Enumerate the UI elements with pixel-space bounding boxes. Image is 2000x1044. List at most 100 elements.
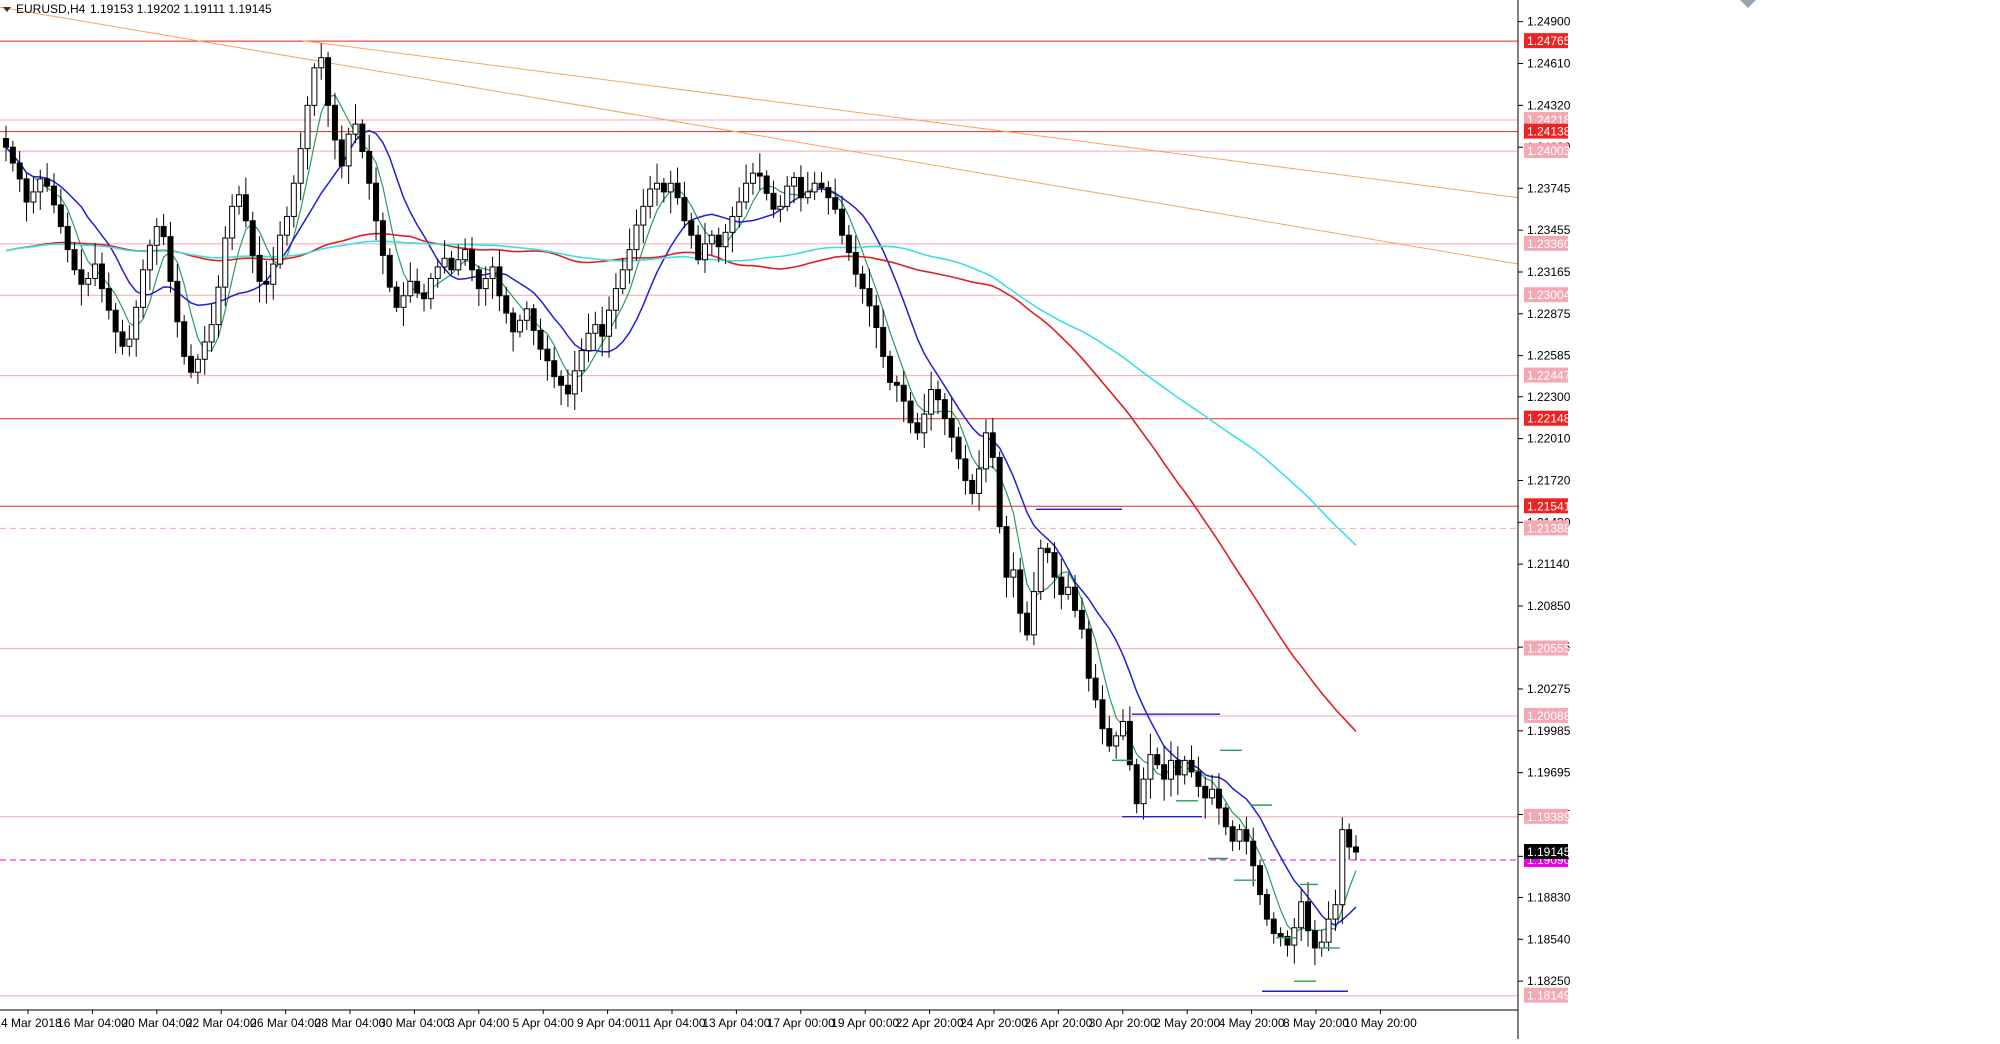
candle-bear	[715, 234, 722, 248]
candle-bear	[1250, 840, 1257, 867]
candle-bull	[146, 244, 153, 271]
chart-shift-marker-icon[interactable]	[1740, 0, 1756, 8]
candle-bear	[167, 236, 174, 282]
candle-bear	[1229, 826, 1236, 842]
candle-bull	[606, 309, 613, 337]
x-tick-label: 3 Apr 04:00	[448, 1016, 510, 1030]
candle-bull	[215, 286, 222, 326]
candle-bull	[400, 295, 407, 308]
candle-bull	[928, 389, 935, 415]
x-tick-label: 22 Mar 04:00	[186, 1016, 257, 1030]
candles	[3, 43, 1359, 966]
y-tick-label: 1.23165	[1527, 265, 1571, 279]
candle-bull	[1113, 735, 1120, 747]
candle-bull	[407, 280, 414, 297]
candle-bear	[105, 288, 112, 311]
candle-bear	[386, 254, 393, 288]
candle-bear	[852, 252, 859, 275]
candle-bear	[660, 182, 667, 193]
candle-bear	[359, 123, 366, 153]
candle-bear	[16, 162, 23, 180]
candle-bull	[1010, 569, 1017, 578]
candle-bear	[996, 456, 1003, 528]
candle-bear	[64, 226, 71, 251]
x-tick-label: 19 Apr 00:00	[831, 1016, 899, 1030]
candle-bull	[222, 237, 229, 288]
candle-bull	[640, 205, 647, 226]
candle-bear	[181, 321, 188, 357]
x-tick-label: 28 Mar 04:00	[315, 1016, 386, 1030]
candle-bear	[839, 208, 846, 236]
level-label-box	[1524, 410, 1568, 426]
candle-bear	[1133, 764, 1140, 805]
candle-bull	[811, 182, 818, 193]
current-price-label: 1.19145	[1527, 845, 1571, 859]
candle-bull	[304, 104, 311, 150]
candle-bear	[1078, 609, 1085, 630]
x-tick-label: 9 Apr 04:00	[577, 1016, 639, 1030]
candle-bear	[948, 417, 955, 438]
candle-bear	[962, 458, 969, 481]
price-axis: 1.249001.246101.243201.240301.237451.234…	[1518, 15, 1571, 1003]
candle-bear	[503, 295, 510, 314]
y-tick-label: 1.24900	[1527, 15, 1571, 29]
candle-bull	[982, 432, 989, 470]
candle-bear	[934, 389, 941, 401]
candle-bear	[57, 204, 64, 228]
candle-bull	[126, 338, 133, 347]
level-label: 1.23004	[1527, 288, 1571, 302]
candle-bear	[448, 257, 455, 271]
candle-bear	[78, 269, 85, 285]
level-label-box	[1524, 520, 1568, 536]
candle-bear	[1154, 754, 1161, 766]
dropdown-triangle-icon[interactable]	[3, 7, 11, 12]
candle-bull	[1167, 759, 1174, 780]
candle-bear	[544, 348, 551, 362]
candle-bear	[1188, 759, 1195, 773]
candle-bull	[612, 288, 619, 311]
candle-bear	[845, 234, 852, 253]
x-tick-label: 30 Apr 20:00	[1089, 1016, 1157, 1030]
candle-bear	[1263, 894, 1270, 920]
candle-bull	[462, 249, 469, 261]
candle-bear	[695, 234, 702, 261]
candle-bull	[153, 226, 160, 246]
level-label-box	[1524, 287, 1568, 303]
trendline-upper	[299, 39, 1519, 199]
candle-bear	[1072, 586, 1079, 611]
x-tick-label: 22 Apr 20:00	[896, 1016, 964, 1030]
candle-bear	[887, 355, 894, 383]
candle-bull	[736, 201, 743, 217]
candle-bull	[571, 370, 578, 395]
candle-bull	[1181, 759, 1188, 776]
candle-bear	[955, 436, 962, 460]
candle-bear	[893, 381, 900, 386]
candle-bull	[804, 191, 811, 199]
candle-bull	[976, 468, 983, 494]
candle-bull	[654, 182, 661, 190]
y-tick-label: 1.19695	[1527, 766, 1571, 780]
candle-bear	[989, 432, 996, 458]
ohlc-label: 1.19153 1.19202 1.19111 1.19145	[90, 2, 272, 16]
candle-bull	[318, 57, 325, 69]
candle-bull	[297, 148, 304, 184]
candle-bear	[325, 57, 332, 106]
candle-bear	[338, 139, 345, 167]
candle-bull	[140, 269, 147, 308]
x-tick-label: 20 Mar 04:00	[121, 1016, 192, 1030]
y-tick-label: 1.21140	[1527, 557, 1570, 571]
candle-bull	[743, 182, 750, 203]
candle-bear	[1202, 785, 1209, 799]
candle-bull	[427, 277, 434, 300]
candle-bull	[592, 324, 599, 334]
price-levels	[0, 40, 1518, 997]
level-label-box	[1524, 123, 1568, 139]
candle-bear	[1106, 728, 1113, 747]
x-tick-label: 2 May 20:00	[1154, 1016, 1220, 1030]
candle-bear	[907, 400, 914, 424]
x-tick-label: 14 Mar 2018	[0, 1016, 62, 1030]
candle-bull	[1298, 901, 1305, 929]
candle-bear	[1257, 865, 1264, 896]
